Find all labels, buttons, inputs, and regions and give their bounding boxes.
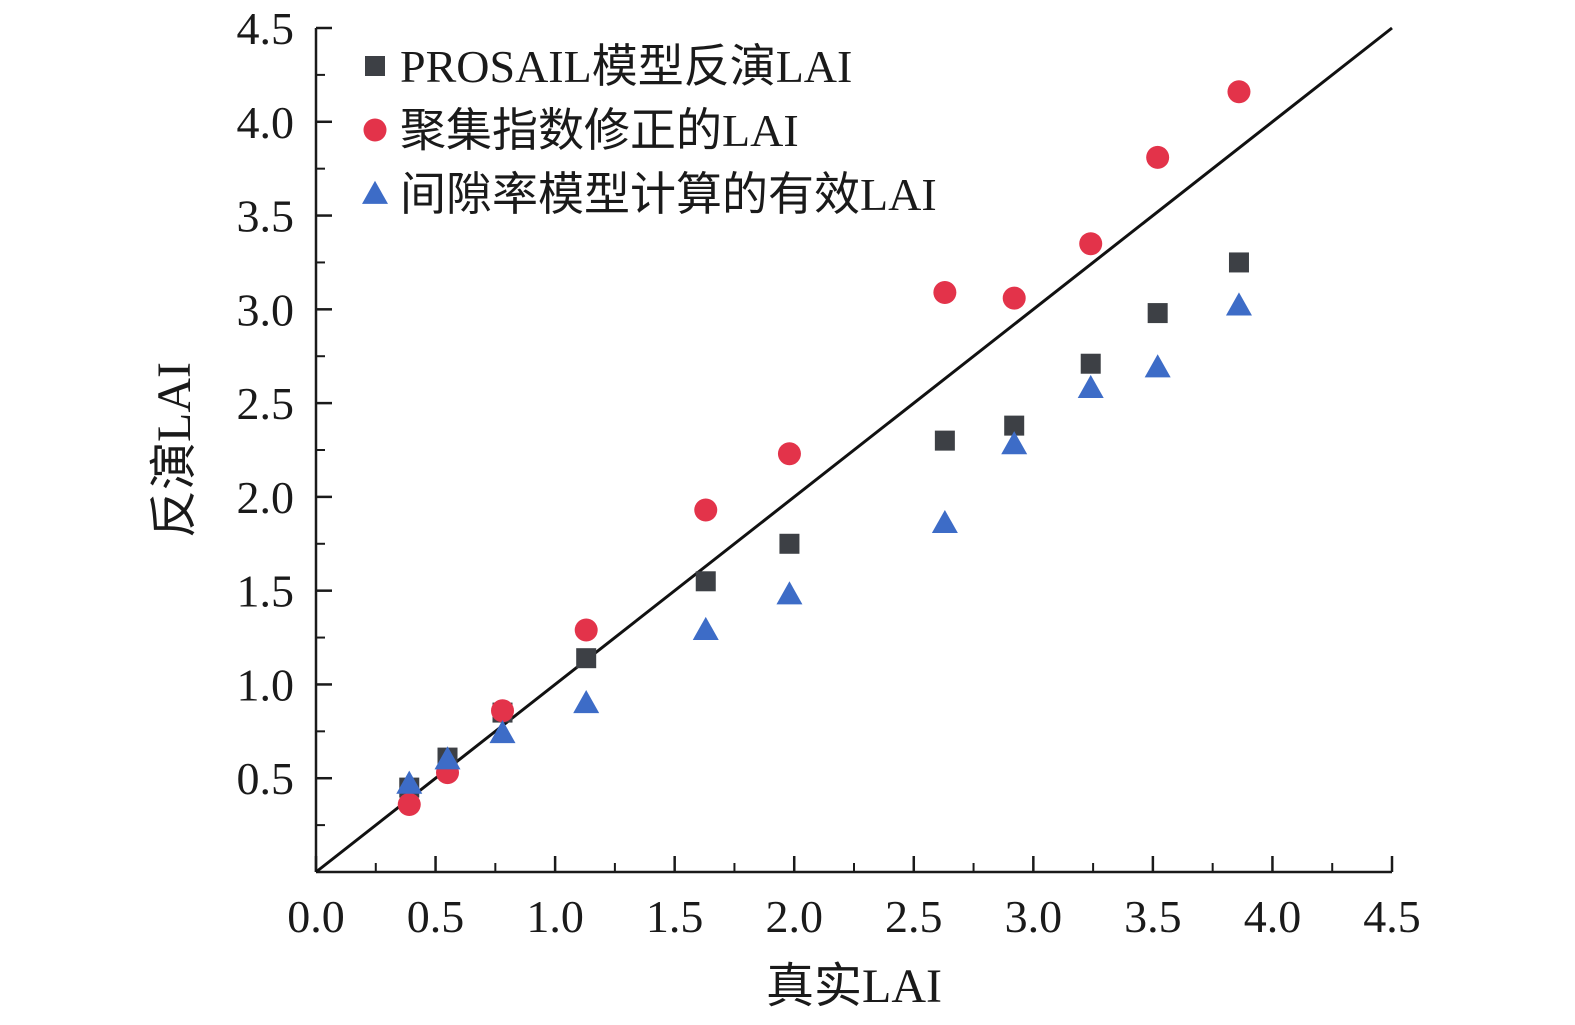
legend-marker-square: [365, 56, 385, 76]
data-point-circle: [1079, 232, 1103, 256]
data-point-circle: [1002, 286, 1026, 310]
data-point-triangle: [931, 509, 958, 534]
data-point-triangle: [573, 690, 600, 714]
data-point-circle: [777, 442, 801, 466]
y-tick-label: 1.0: [237, 659, 295, 710]
legend-marker-circle: [363, 118, 387, 142]
data-point-triangle: [776, 581, 803, 605]
data-point-triangle: [1077, 374, 1104, 399]
legend: PROSAIL模型反演LAI 聚集指数修正的LAI 间隙率模型计算的有效LAI: [362, 41, 937, 220]
x-tick-label: 3.0: [1005, 891, 1063, 942]
legend-label: 间隙率模型计算的有效LAI: [400, 169, 937, 220]
data-point-triangle: [1144, 354, 1171, 378]
data-point-triangle: [692, 616, 719, 640]
x-tick-label: 3.5: [1124, 891, 1182, 942]
x-tick-label: 1.0: [526, 891, 584, 942]
data-point-square: [1080, 353, 1101, 374]
data-point-triangle: [1001, 431, 1028, 455]
x-tick-label: 0.5: [407, 891, 465, 942]
reference-line-1to1: [315, 26, 1393, 874]
legend-marker-triangle: [362, 180, 388, 204]
legend-item: 间隙率模型计算的有效LAI: [362, 169, 937, 220]
data-point-square: [576, 648, 597, 669]
legend-item: 聚集指数修正的LAI: [363, 105, 799, 156]
y-tick-label: 3.0: [237, 284, 295, 335]
data-point-square: [1228, 252, 1249, 273]
data-point-circle: [1227, 80, 1251, 104]
data-point-triangle: [396, 770, 423, 794]
x-ticks: 0.0 0.5 1.0 1.5 2.0 2.5 3.0 3.5 4.0 4.5: [287, 856, 1421, 942]
data-point-square: [934, 430, 955, 451]
data-point-square: [779, 533, 800, 554]
legend-label: 聚集指数修正的LAI: [400, 105, 799, 156]
legend-item: PROSAIL模型反演LAI: [365, 41, 852, 92]
legend-label: PROSAIL模型反演LAI: [400, 41, 852, 92]
y-axis-title: 反演LAI: [148, 362, 201, 538]
data-point-square: [1004, 415, 1025, 436]
x-tick-label: 2.0: [765, 891, 823, 942]
data-point-square: [695, 571, 716, 592]
x-tick-label: 2.5: [885, 891, 943, 942]
data-point-triangle: [489, 720, 516, 744]
x-tick-label: 1.5: [646, 891, 704, 942]
x-tick-label: 0.0: [287, 891, 345, 942]
y-tick-label: 4.5: [237, 3, 295, 54]
y-tick-label: 2.0: [237, 472, 295, 523]
data-point-square: [1147, 303, 1168, 324]
x-tick-label: 4.5: [1363, 891, 1421, 942]
y-tick-label: 4.0: [237, 97, 295, 148]
x-axis-title: 真实LAI: [766, 960, 942, 1013]
data-point-circle: [1146, 145, 1170, 169]
series-square: [399, 252, 1249, 798]
data-points: [396, 80, 1252, 816]
x-tick-label: 4.0: [1244, 891, 1302, 942]
y-tick-label: 0.5: [237, 753, 295, 804]
y-ticks: 0.5 1.0 1.5 2.0 2.5 3.0 3.5 4.0 4.5: [237, 3, 332, 827]
data-point-circle: [397, 792, 421, 816]
data-point-triangle: [1225, 292, 1252, 316]
y-tick-label: 3.5: [237, 191, 295, 242]
data-point-circle: [491, 699, 515, 723]
data-point-circle: [574, 618, 598, 642]
data-point-triangle: [434, 746, 461, 770]
y-tick-label: 2.5: [237, 378, 295, 429]
y-tick-label: 1.5: [237, 566, 295, 617]
data-point-circle: [694, 498, 718, 522]
series-triangle: [396, 292, 1252, 794]
data-point-circle: [933, 280, 957, 304]
